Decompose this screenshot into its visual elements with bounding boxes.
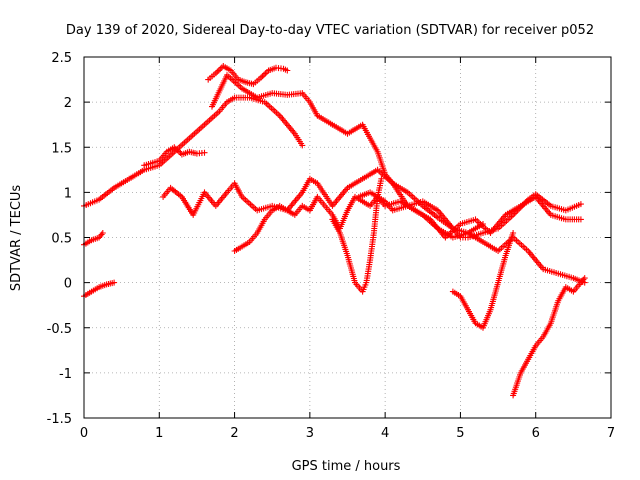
trace-markers xyxy=(355,189,486,236)
y-tick-label: 1 xyxy=(64,186,72,201)
series-sat11 xyxy=(449,230,517,331)
trace-markers xyxy=(449,230,517,331)
y-tick-label: 0 xyxy=(64,277,72,292)
series-sat12 xyxy=(510,275,588,399)
series-sat8 xyxy=(355,189,486,236)
y-tick-label: -1 xyxy=(59,367,72,382)
chart-title: Day 139 of 2020, Sidereal Day-to-day VTE… xyxy=(66,23,594,38)
grid-lines xyxy=(84,57,611,418)
y-tick-label: 2.5 xyxy=(51,51,72,66)
y-tick-label: 2 xyxy=(64,96,72,111)
data-traces xyxy=(81,63,588,399)
x-tick-label: 4 xyxy=(381,426,389,441)
trace-markers xyxy=(510,275,588,399)
y-tick-label: 1.5 xyxy=(51,141,72,156)
axis-ticks: 0 1 2 3 4 5 6 7 -1.5 -1 -0.5 0 0.5 1 1.5 2 2.5 xyxy=(47,51,616,441)
plot-frame xyxy=(83,56,612,419)
y-tick-label: 0.5 xyxy=(51,232,72,247)
x-axis-label: GPS time / hours xyxy=(292,459,401,474)
x-tick-label: 3 xyxy=(306,426,314,441)
trace-markers xyxy=(209,72,584,241)
series-sat4 xyxy=(141,144,208,169)
y-axis-label: SDTVAR / TECUs xyxy=(9,185,24,292)
trace-markers xyxy=(141,144,208,169)
series-sat2 xyxy=(205,63,291,88)
x-tick-label: 6 xyxy=(532,426,540,441)
series-sat3 xyxy=(209,72,584,241)
x-tick-label: 7 xyxy=(607,426,615,441)
x-tick-label: 5 xyxy=(456,426,464,441)
x-tick-label: 0 xyxy=(80,426,88,441)
y-tick-label: -0.5 xyxy=(47,322,72,337)
trace-markers xyxy=(81,230,106,248)
trace-markers xyxy=(205,63,291,88)
series-sat9 xyxy=(81,230,106,248)
x-tick-label: 1 xyxy=(155,426,163,441)
y-tick-label: -1.5 xyxy=(47,412,72,427)
x-tick-label: 2 xyxy=(230,426,238,441)
